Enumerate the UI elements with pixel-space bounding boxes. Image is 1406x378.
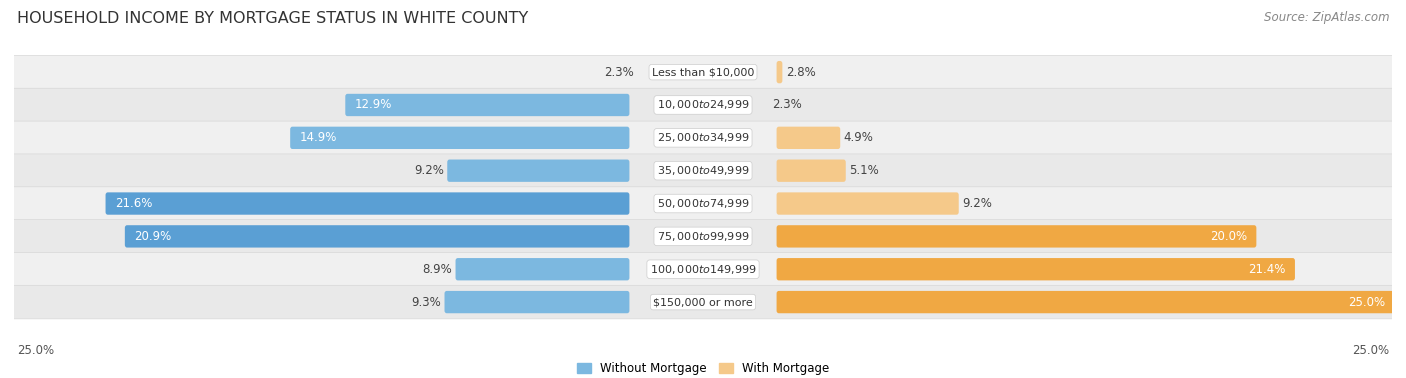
FancyBboxPatch shape xyxy=(776,127,841,149)
Text: $75,000 to $99,999: $75,000 to $99,999 xyxy=(657,230,749,243)
FancyBboxPatch shape xyxy=(444,291,630,313)
Text: 2.8%: 2.8% xyxy=(786,66,815,79)
Text: 20.0%: 20.0% xyxy=(1211,230,1247,243)
FancyBboxPatch shape xyxy=(776,160,846,182)
FancyBboxPatch shape xyxy=(11,253,1395,286)
FancyBboxPatch shape xyxy=(776,291,1395,313)
Text: 25.0%: 25.0% xyxy=(1353,344,1389,357)
FancyBboxPatch shape xyxy=(11,56,1395,89)
FancyBboxPatch shape xyxy=(11,154,1395,187)
Text: $35,000 to $49,999: $35,000 to $49,999 xyxy=(657,164,749,177)
Text: 12.9%: 12.9% xyxy=(354,99,392,112)
Text: 8.9%: 8.9% xyxy=(422,263,453,276)
Text: 14.9%: 14.9% xyxy=(299,131,336,144)
FancyBboxPatch shape xyxy=(11,88,1395,122)
Text: 21.6%: 21.6% xyxy=(115,197,152,210)
Text: 2.3%: 2.3% xyxy=(772,99,801,112)
Text: $100,000 to $149,999: $100,000 to $149,999 xyxy=(650,263,756,276)
FancyBboxPatch shape xyxy=(776,258,1295,280)
Legend: Without Mortgage, With Mortgage: Without Mortgage, With Mortgage xyxy=(572,358,834,378)
FancyBboxPatch shape xyxy=(11,187,1395,220)
Text: $25,000 to $34,999: $25,000 to $34,999 xyxy=(657,131,749,144)
FancyBboxPatch shape xyxy=(447,160,630,182)
Text: 9.2%: 9.2% xyxy=(415,164,444,177)
Text: 25.0%: 25.0% xyxy=(1348,296,1385,308)
FancyBboxPatch shape xyxy=(776,61,782,83)
FancyBboxPatch shape xyxy=(456,258,630,280)
Text: Less than $10,000: Less than $10,000 xyxy=(652,67,754,77)
Text: 20.9%: 20.9% xyxy=(134,230,172,243)
Text: $150,000 or more: $150,000 or more xyxy=(654,297,752,307)
FancyBboxPatch shape xyxy=(290,127,630,149)
FancyBboxPatch shape xyxy=(125,225,630,248)
Text: 21.4%: 21.4% xyxy=(1249,263,1286,276)
FancyBboxPatch shape xyxy=(346,94,630,116)
Text: Source: ZipAtlas.com: Source: ZipAtlas.com xyxy=(1264,11,1389,24)
FancyBboxPatch shape xyxy=(776,192,959,215)
Text: $10,000 to $24,999: $10,000 to $24,999 xyxy=(657,99,749,112)
Text: 2.3%: 2.3% xyxy=(605,66,634,79)
Text: 9.3%: 9.3% xyxy=(412,296,441,308)
Text: 25.0%: 25.0% xyxy=(17,344,53,357)
FancyBboxPatch shape xyxy=(776,225,1257,248)
FancyBboxPatch shape xyxy=(105,192,630,215)
FancyBboxPatch shape xyxy=(11,121,1395,155)
Text: 5.1%: 5.1% xyxy=(849,164,879,177)
FancyBboxPatch shape xyxy=(11,285,1395,319)
Text: HOUSEHOLD INCOME BY MORTGAGE STATUS IN WHITE COUNTY: HOUSEHOLD INCOME BY MORTGAGE STATUS IN W… xyxy=(17,11,529,26)
Text: 4.9%: 4.9% xyxy=(844,131,873,144)
Text: $50,000 to $74,999: $50,000 to $74,999 xyxy=(657,197,749,210)
FancyBboxPatch shape xyxy=(11,220,1395,253)
Text: 9.2%: 9.2% xyxy=(962,197,991,210)
